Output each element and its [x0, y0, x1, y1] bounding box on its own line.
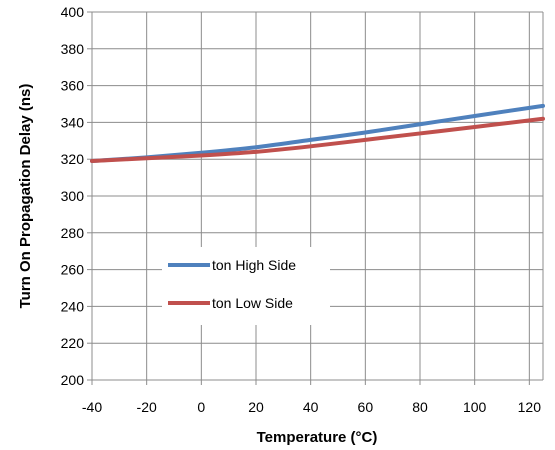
legend: ton High Side ton Low Side	[162, 247, 330, 325]
x-tick-label: 120	[518, 399, 542, 415]
x-tick-label: 0	[197, 399, 205, 415]
x-tick-labels: -40 -20 0 20 40 60 80 100 120	[82, 399, 541, 415]
grid	[87, 11, 544, 385]
legend-label-high-side: ton High Side	[212, 257, 296, 273]
x-tick-label: 80	[412, 399, 428, 415]
legend-label-low-side: ton Low Side	[212, 295, 293, 311]
y-tick-label: 380	[61, 41, 85, 57]
y-tick-label: 280	[61, 225, 85, 241]
y-tick-label: 340	[61, 114, 85, 130]
legend-box	[162, 247, 330, 325]
x-tick-label: 60	[358, 399, 374, 415]
x-tick-label: 40	[303, 399, 319, 415]
x-tick-label: -40	[82, 399, 102, 415]
y-tick-label: 300	[61, 188, 85, 204]
y-axis-title: Turn On Propagation Delay (ns)	[17, 84, 34, 309]
y-tick-labels: 200 220 240 260 280 300 320 340 360 380 400	[61, 4, 85, 388]
y-tick-label: 320	[61, 151, 85, 167]
x-tick-label: -20	[137, 399, 157, 415]
y-tick-label: 220	[61, 335, 85, 351]
y-tick-label: 200	[61, 372, 85, 388]
series-lines	[90, 103, 545, 164]
x-tick-label: 100	[463, 399, 487, 415]
x-tick-label: 20	[248, 399, 264, 415]
y-tick-label: 260	[61, 262, 85, 278]
y-tick-label: 240	[61, 298, 85, 314]
x-axis-title: Temperature (°C)	[257, 429, 378, 446]
series-line-low-side	[90, 116, 545, 164]
y-tick-label: 360	[61, 78, 85, 94]
y-tick-label: 400	[61, 4, 85, 20]
